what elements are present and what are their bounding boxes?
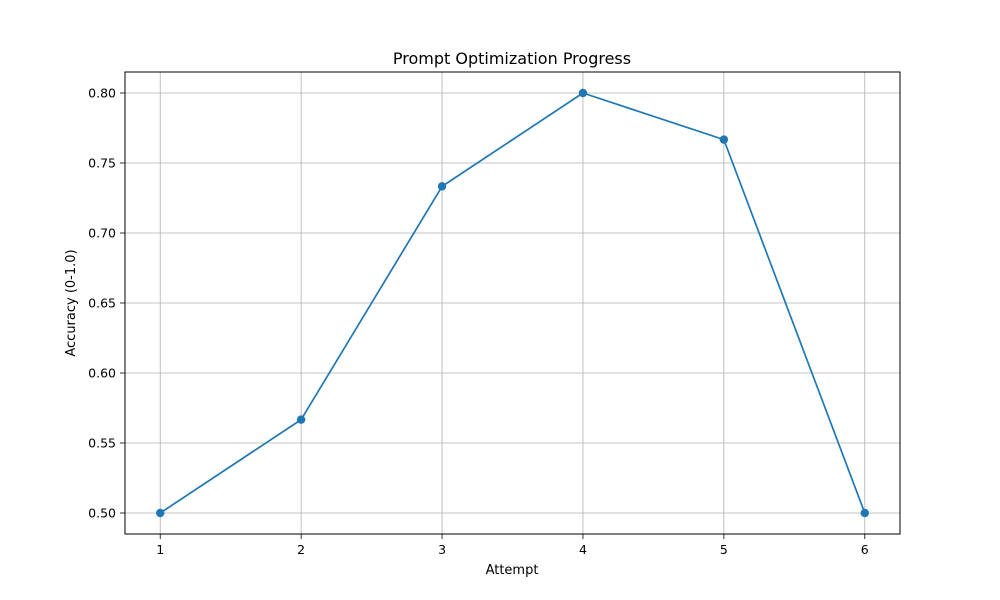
x-axis-label: Attempt <box>486 563 539 578</box>
y-tick-label: 0.55 <box>88 436 116 451</box>
y-tick-label: 0.65 <box>88 296 116 311</box>
data-point <box>719 135 729 144</box>
x-tick-label: 2 <box>297 542 305 557</box>
grid <box>125 72 900 534</box>
data-point <box>578 88 588 98</box>
x-tick-label: 1 <box>156 542 164 557</box>
series-line <box>159 92 866 514</box>
y-tick-label: 0.75 <box>88 156 116 171</box>
data-point <box>437 182 447 191</box>
data-point <box>296 415 306 424</box>
x-tick-label: 4 <box>579 542 587 557</box>
data-point <box>156 508 165 518</box>
x-tick-label: 6 <box>861 542 869 557</box>
y-axis-label: Accuracy (0-1.0) <box>64 249 79 356</box>
chart-title: Prompt Optimization Progress <box>393 49 631 68</box>
data-point <box>860 508 869 518</box>
y-tick-label: 0.70 <box>88 226 116 241</box>
series <box>156 88 869 518</box>
x-tick-label: 5 <box>720 542 728 557</box>
y-tick-label: 0.60 <box>88 366 116 381</box>
axis-ticks: 1 2 3 4 5 6 0.50 0.55 0.60 0.65 0.70 0.75 0.80 <box>88 86 869 558</box>
y-tick-label: 0.50 <box>88 506 116 521</box>
x-tick-label: 3 <box>438 542 446 557</box>
y-tick-label: 0.80 <box>88 86 116 101</box>
